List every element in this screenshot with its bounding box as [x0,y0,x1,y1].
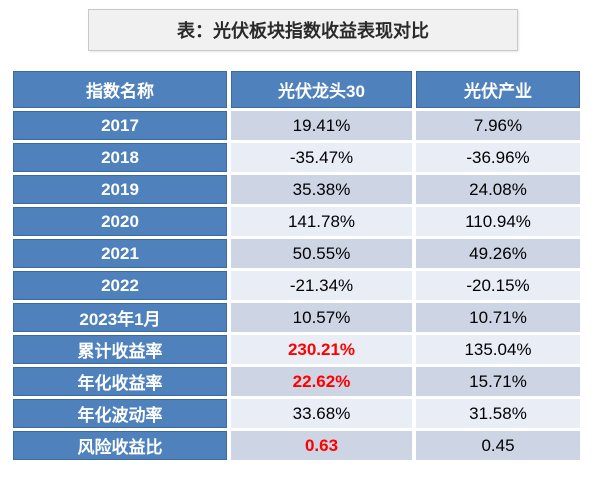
pv-industry-value: 0.45 [416,431,580,460]
table-row: 2021 50.55% 49.26% [13,239,580,268]
table-row: 年化波动率 33.68% 31.58% [13,399,580,428]
header-pv-leader30: 光伏龙头30 [231,71,412,108]
header-row: 指数名称 光伏龙头30 光伏产业 [13,71,580,108]
pv-industry-value: 135.04% [416,335,580,364]
table-row: 2023年1月 10.57% 10.71% [13,303,580,332]
table-row: 累计收益率 230.21% 135.04% [13,335,580,364]
pv-industry-value: 24.08% [416,175,580,204]
pv-leader30-value: 35.38% [231,175,412,204]
table-row: 2020 141.78% 110.94% [13,207,580,236]
row-label: 2019 [13,175,227,204]
pv-leader30-value: 230.21% [231,335,412,364]
table-row: 2022 -21.34% -20.15% [13,271,580,300]
row-label: 2023年1月 [13,303,227,332]
pv-industry-value: 10.71% [416,303,580,332]
pv-leader30-value: 33.68% [231,399,412,428]
pv-industry-value: 31.58% [416,399,580,428]
pv-leader30-value: 19.41% [231,111,412,140]
table-title-text: 表：光伏板块指数收益表现对比 [177,21,429,41]
pv-leader30-value: -21.34% [231,271,412,300]
pv-leader30-value: 10.57% [231,303,412,332]
row-label: 累计收益率 [13,335,227,364]
row-label: 2022 [13,271,227,300]
pv-industry-value: -36.96% [416,143,580,172]
table-row: 2019 35.38% 24.08% [13,175,580,204]
pv-industry-value: 7.96% [416,111,580,140]
row-label: 2018 [13,143,227,172]
table-title: 表：光伏板块指数收益表现对比 [88,9,518,51]
table-row: 2017 19.41% 7.96% [13,111,580,140]
row-label: 2021 [13,239,227,268]
pv-leader30-value: 22.62% [231,367,412,396]
pv-leader30-value: 0.63 [231,431,412,460]
row-label: 年化收益率 [13,367,227,396]
pv-leader30-value: -35.47% [231,143,412,172]
index-returns-table: 指数名称 光伏龙头30 光伏产业 2017 19.41% 7.96% 2018 -35.… [9,68,584,463]
pv-industry-value: 49.26% [416,239,580,268]
table-body: 2017 19.41% 7.96% 2018 -35.47% -36.96% 2019 35.… [13,111,580,460]
header-pv-industry: 光伏产业 [416,71,580,108]
pv-leader30-value: 50.55% [231,239,412,268]
table-header: 指数名称 光伏龙头30 光伏产业 [13,71,580,108]
table-row: 2018 -35.47% -36.96% [13,143,580,172]
row-label: 2020 [13,207,227,236]
table-row: 年化收益率 22.62% 15.71% [13,367,580,396]
header-index-name: 指数名称 [13,71,227,108]
row-label: 年化波动率 [13,399,227,428]
row-label: 风险收益比 [13,431,227,460]
pv-leader30-value: 141.78% [231,207,412,236]
table-row: 风险收益比 0.63 0.45 [13,431,580,460]
pv-industry-value: 110.94% [416,207,580,236]
row-label: 2017 [13,111,227,140]
pv-industry-value: 15.71% [416,367,580,396]
pv-industry-value: -20.15% [416,271,580,300]
